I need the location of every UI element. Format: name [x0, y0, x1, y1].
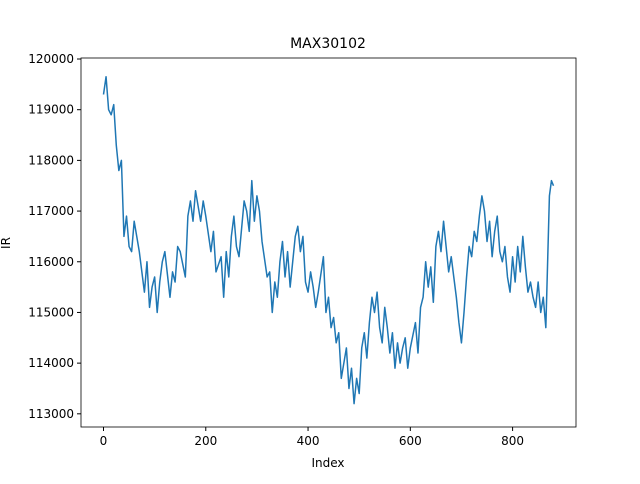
plot-frame	[80, 57, 577, 428]
x-tick-label: 0	[100, 434, 108, 448]
x-axis-label: Index	[311, 456, 344, 470]
x-tick-label: 200	[194, 434, 217, 448]
y-tick-label: 117000	[28, 204, 74, 218]
x-tick-label: 800	[501, 434, 524, 448]
y-tick-label: 114000	[28, 356, 74, 370]
x-tick-label: 400	[297, 434, 320, 448]
y-tick-label: 119000	[28, 103, 74, 117]
data-line	[102, 76, 555, 405]
y-tick-label: 120000	[28, 52, 74, 66]
chart-title: MAX30102	[290, 36, 366, 52]
y-tick-label: 118000	[28, 153, 74, 167]
y-tick-label: 113000	[28, 407, 74, 421]
x-tick-label: 600	[399, 434, 422, 448]
y-tick-label: 115000	[28, 305, 74, 319]
y-axis-label: IR	[0, 237, 13, 249]
y-tick-label: 116000	[28, 255, 74, 269]
